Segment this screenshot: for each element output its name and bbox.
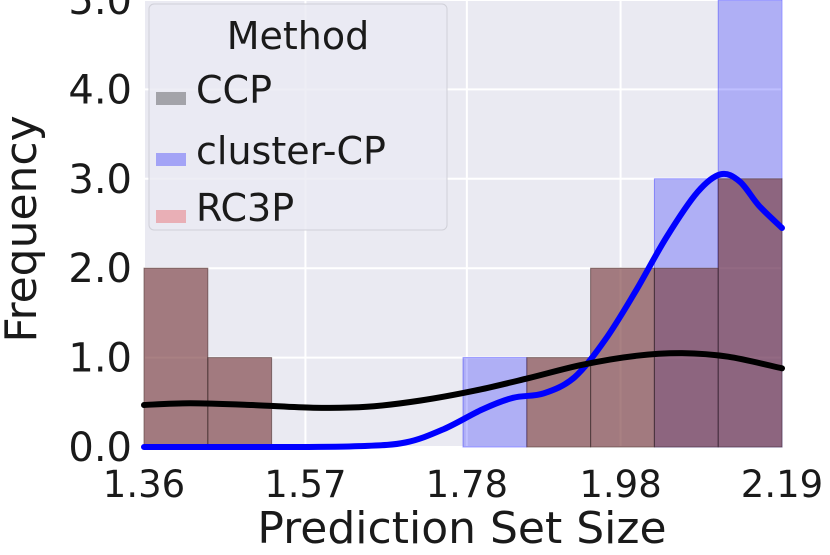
y-tick-label: 3.0 <box>68 157 132 203</box>
legend-entries: CCP cluster-CP RC3P <box>156 68 386 230</box>
kde-line-ccp <box>141 350 785 411</box>
y-tick-label: 0.0 <box>68 425 132 471</box>
kde-curves <box>141 170 785 451</box>
histogram-bars <box>143 0 783 448</box>
bar-rc3p <box>717 178 783 448</box>
legend-swatch <box>156 210 186 223</box>
legend-title: Method <box>227 14 370 58</box>
bar-ccp <box>717 178 783 448</box>
legend-swatch <box>156 92 186 105</box>
legend-box <box>148 3 448 231</box>
legend-label: cluster-CP <box>196 129 386 173</box>
kde-line-cluster-cp <box>141 170 785 451</box>
y-axis-label: Frequency <box>0 115 47 342</box>
bar-ccp <box>143 267 209 448</box>
y-tick-label: 4.0 <box>68 67 132 113</box>
y-axis-ticks: 0.0 1.0 2.0 3.0 4.0 5.0 <box>68 0 132 471</box>
bar-rc3p <box>143 267 209 448</box>
x-tick-label: 2.19 <box>741 463 823 506</box>
x-tick-label: 1.78 <box>426 463 508 506</box>
x-tick-label: 1.57 <box>264 463 346 506</box>
legend-label: RC3P <box>196 186 294 230</box>
x-tick-label: 1.98 <box>579 463 661 506</box>
y-tick-label: 2.0 <box>68 246 132 292</box>
bar-rc3p <box>653 267 719 448</box>
x-tick-label: 1.36 <box>103 463 185 506</box>
x-axis-label: Prediction Set Size <box>257 503 666 554</box>
legend-swatch <box>156 153 186 166</box>
y-tick-label: 1.0 <box>68 336 132 382</box>
legend-label: CCP <box>196 68 272 112</box>
y-tick-label: 5.0 <box>68 0 132 24</box>
x-axis-ticks: 1.36 1.57 1.78 1.98 2.19 <box>103 463 823 506</box>
legend: Method CCP cluster-CP RC3P <box>148 3 448 231</box>
bar-ccp <box>653 267 719 448</box>
